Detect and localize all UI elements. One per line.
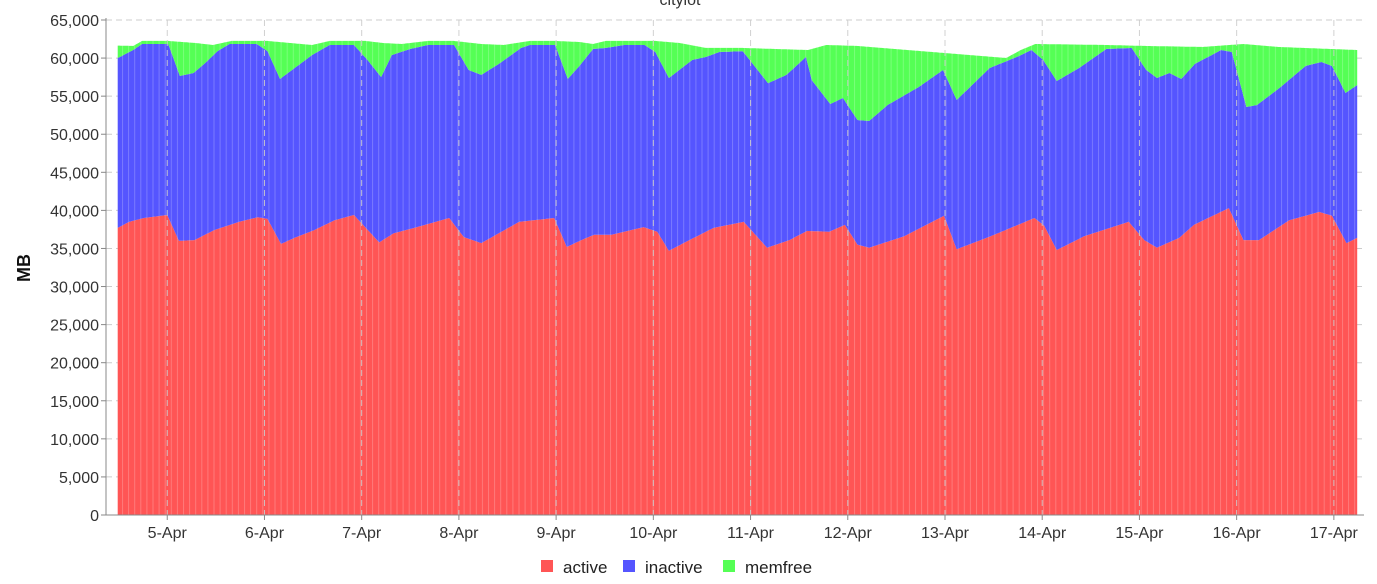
x-tick-label: 11-Apr	[727, 525, 775, 542]
x-tick-label: 8-Apr	[439, 525, 479, 542]
x-tick-labels: 5-Apr 6-Apr 7-Apr 8-Apr 9-Apr 10-Apr 11-Apr 12-…	[148, 515, 1359, 542]
y-tick-label: 40,000	[50, 203, 99, 220]
x-tick-label: 17-Apr	[1310, 525, 1359, 542]
bar-stripes	[118, 20, 1359, 515]
x-tick-label: 13-Apr	[921, 525, 970, 542]
legend-swatch-active	[541, 560, 553, 572]
legend-swatch-memfree	[723, 560, 735, 572]
legend: active inactive memfree	[541, 558, 812, 577]
y-tick-label: 60,000	[50, 51, 99, 68]
y-tick-label: 65,000	[50, 13, 99, 30]
y-tick-label: 15,000	[50, 394, 99, 411]
legend-label-active: active	[563, 558, 607, 577]
y-tick-label: 55,000	[50, 89, 99, 106]
y-tick-labels: 0 5,000 10,000 15,000 20,000 25,000 30,000 35,0…	[50, 13, 106, 525]
y-tick-label: 10,000	[50, 432, 99, 449]
x-tick-label: 14-Apr	[1018, 525, 1067, 542]
legend-swatch-inactive	[623, 560, 635, 572]
y-tick-label: 5,000	[59, 470, 99, 487]
x-tick-label: 10-Apr	[629, 525, 678, 542]
vertical-gridlines	[166, 20, 1335, 515]
y-tick-label: 20,000	[50, 356, 99, 373]
x-tick-label: 12-Apr	[824, 525, 873, 542]
x-tick-label: 15-Apr	[1115, 525, 1164, 542]
y-tick-label: 35,000	[50, 241, 99, 258]
y-tick-label: 30,000	[50, 280, 99, 297]
x-tick-label: 7-Apr	[342, 525, 382, 542]
y-tick-label: 0	[90, 508, 99, 525]
y-tick-label: 45,000	[50, 165, 99, 182]
legend-label-inactive: inactive	[645, 558, 703, 577]
x-tick-label: 9-Apr	[537, 525, 577, 542]
x-tick-label: 6-Apr	[245, 525, 285, 542]
x-tick-label: 16-Apr	[1213, 525, 1262, 542]
legend-label-memfree: memfree	[745, 558, 812, 577]
y-tick-label: 50,000	[50, 127, 99, 144]
y-axis-label: MB	[14, 254, 34, 282]
y-tick-label: 25,000	[50, 318, 99, 335]
chart-title: cityiot	[660, 0, 701, 9]
x-tick-label: 5-Apr	[148, 525, 188, 542]
